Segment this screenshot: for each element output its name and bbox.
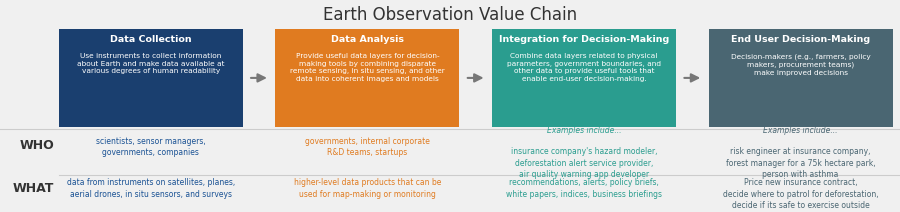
Text: insurance company's hazard modeler,
deforestation alert service provider,
air qu: insurance company's hazard modeler, defo… (510, 147, 657, 179)
Text: Use instruments to collect information
about Earth and make data available at
va: Use instruments to collect information a… (76, 53, 224, 74)
Text: Decision-makers (e.g., farmers, policy
makers, procurement teams)
make improved : Decision-makers (e.g., farmers, policy m… (731, 53, 870, 75)
Text: Integration for Decision-Making: Integration for Decision-Making (499, 35, 669, 44)
Text: Data Collection: Data Collection (110, 35, 192, 44)
Text: higher-level data products that can be
used for map-making or monitoring: higher-level data products that can be u… (293, 178, 441, 198)
Text: scientists, sensor managers,
governments, companies: scientists, sensor managers, governments… (95, 137, 205, 157)
Text: WHAT: WHAT (13, 182, 54, 195)
Text: Examples include...: Examples include... (546, 126, 621, 135)
Text: End User Decision-Making: End User Decision-Making (731, 35, 870, 44)
Text: WHO: WHO (19, 139, 54, 152)
Text: data from instruments on satellites, planes,
aerial drones, in situ sensors, and: data from instruments on satellites, pla… (67, 178, 235, 198)
FancyBboxPatch shape (491, 29, 676, 127)
Text: Combine data layers related to physical
parameters, government boundaries, and
o: Combine data layers related to physical … (507, 53, 661, 82)
FancyBboxPatch shape (275, 29, 460, 127)
Text: Provide useful data layers for decision-
making tools by combining disparate
rem: Provide useful data layers for decision-… (290, 53, 445, 82)
Text: Data Analysis: Data Analysis (331, 35, 404, 44)
Text: governments, internal corporate
R&D teams, startups: governments, internal corporate R&D team… (305, 137, 430, 157)
Text: Earth Observation Value Chain: Earth Observation Value Chain (323, 6, 577, 24)
Text: risk engineer at insurance company,
forest manager for a 75k hectare park,
perso: risk engineer at insurance company, fore… (725, 147, 876, 179)
Text: Examples include...: Examples include... (763, 126, 838, 135)
Text: recommendations, alerts, policy briefs,
white papers, indices, business briefing: recommendations, alerts, policy briefs, … (506, 178, 662, 198)
FancyBboxPatch shape (708, 29, 893, 127)
FancyBboxPatch shape (58, 29, 243, 127)
Text: Price new insurance contract,
decide where to patrol for deforestation,
decide i: Price new insurance contract, decide whe… (723, 178, 878, 210)
